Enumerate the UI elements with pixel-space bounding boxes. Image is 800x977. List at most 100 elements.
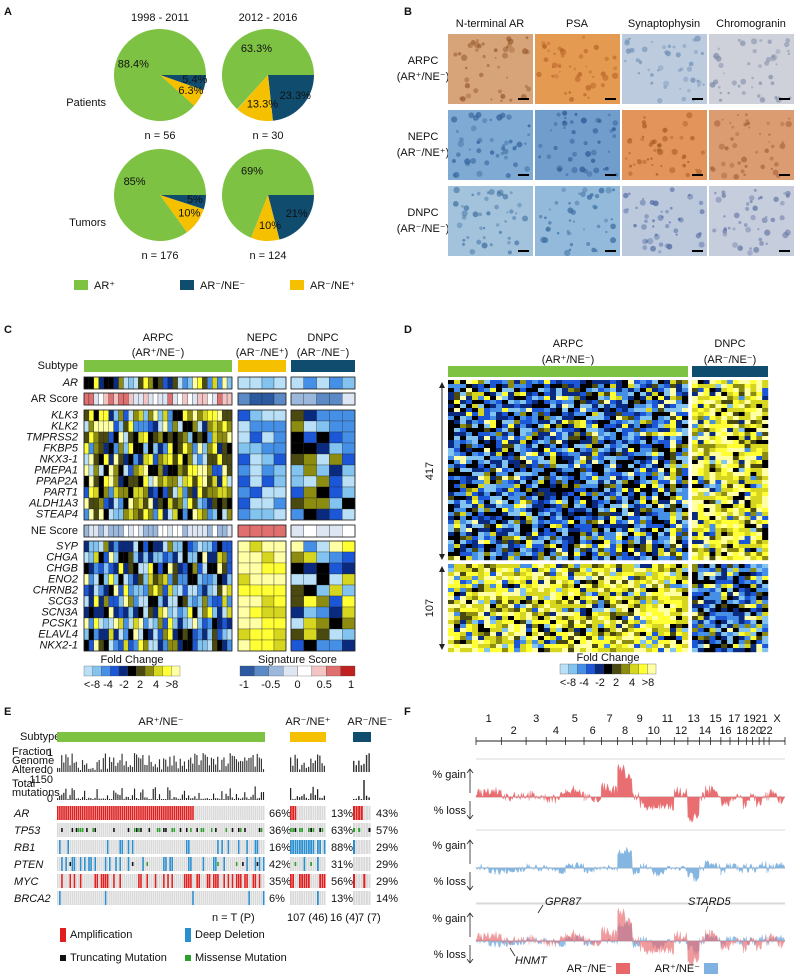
heatmap-cell — [652, 448, 658, 452]
heatmap-cell — [610, 452, 616, 456]
heatmap-cell — [478, 492, 484, 496]
heatmap-cell — [586, 596, 592, 600]
heatmap-cell — [562, 444, 568, 448]
heatmap-cell — [634, 520, 640, 524]
heatmap-cell — [682, 484, 688, 488]
heatmap-cell — [133, 585, 138, 596]
cell-texture — [587, 97, 589, 99]
heatmap-cell — [291, 563, 304, 574]
heatmap-cell — [89, 432, 94, 443]
heatmap-cell — [448, 420, 454, 424]
heatmap-cell — [762, 424, 768, 428]
heatmap-cell — [640, 636, 646, 640]
heatmap-cell — [634, 524, 640, 528]
heatmap-cell — [133, 465, 138, 476]
heatmap-cell — [163, 607, 168, 618]
heatmap-cell — [586, 408, 592, 412]
heatmap-cell — [317, 421, 330, 432]
heatmap-cell — [89, 421, 94, 432]
heatmap-cell — [676, 440, 682, 444]
heatmap-cell — [550, 392, 556, 396]
heatmap-cell — [710, 536, 716, 540]
heatmap-cell — [526, 404, 532, 408]
heatmap-cell — [598, 416, 604, 420]
heatmap-cell — [212, 607, 217, 618]
heatmap-cell — [329, 563, 342, 574]
heatmap-cell — [750, 408, 756, 412]
heatmap-cell — [183, 465, 188, 476]
heatmap-cell — [502, 412, 508, 416]
heatmap-cell — [538, 632, 544, 636]
heatmap-cell — [508, 396, 514, 400]
heatmap-cell — [733, 516, 739, 520]
heatmap-cell — [478, 640, 484, 644]
heatmap-cell — [580, 500, 586, 504]
heatmap-cell — [556, 432, 562, 436]
heatmap-cell — [646, 468, 652, 472]
heatmap-cell — [762, 508, 768, 512]
heatmap-cell — [704, 596, 710, 600]
heatmap-cell — [664, 576, 670, 580]
cell-texture — [457, 222, 463, 228]
heatmap-cell — [721, 504, 727, 508]
heatmap-cell — [153, 410, 158, 421]
heatmap-cell — [610, 520, 616, 524]
heatmap-cell — [646, 424, 652, 428]
heatmap-cell — [733, 432, 739, 436]
legend-tick: -1 — [239, 679, 249, 691]
heatmap-cell — [262, 607, 274, 618]
heatmap-cell — [640, 608, 646, 612]
heatmap-cell — [562, 492, 568, 496]
heatmap-cell — [532, 648, 538, 652]
heatmap-cell — [94, 465, 99, 476]
heatmap-cell — [733, 492, 739, 496]
heatmap-cell — [520, 624, 526, 628]
heatmap-cell — [750, 396, 756, 400]
heatmap-cell — [562, 380, 568, 384]
heatmap-cell — [544, 428, 550, 432]
heatmap-cell — [514, 540, 520, 544]
heatmap-cell — [556, 544, 562, 548]
heatmap-cell — [580, 512, 586, 516]
heatmap-cell — [676, 584, 682, 588]
heatmap-cell — [123, 525, 128, 537]
heatmap-cell — [478, 520, 484, 524]
heatmap-cell — [664, 468, 670, 472]
heatmap-cell — [178, 454, 183, 465]
heatmap-cell — [646, 480, 652, 484]
heatmap-cell — [676, 456, 682, 460]
heatmap-cell — [682, 388, 688, 392]
row-title: Tumors — [69, 217, 106, 229]
heatmap-cell — [622, 416, 628, 420]
heatmap-cell — [616, 400, 622, 404]
heatmap-cell — [544, 476, 550, 480]
heatmap-cell — [634, 592, 640, 596]
heatmap-cell — [520, 436, 526, 440]
heatmap-cell — [727, 572, 733, 576]
heatmap-cell — [580, 400, 586, 404]
heatmap-cell — [562, 564, 568, 568]
heatmap-cell — [532, 472, 538, 476]
heatmap-cell — [227, 596, 232, 607]
heatmap-cell — [538, 424, 544, 428]
heatmap-cell — [710, 444, 716, 448]
heatmap-cell — [592, 452, 598, 456]
heatmap-cell — [750, 500, 756, 504]
heatmap-cell — [550, 596, 556, 600]
heatmap-cell — [490, 556, 496, 560]
heatmap-cell — [526, 556, 532, 560]
heatmap-cell — [634, 568, 640, 572]
heatmap-cell — [478, 604, 484, 608]
cell-texture — [747, 250, 753, 256]
heatmap-cell — [104, 487, 109, 498]
heatmap-cell — [739, 404, 745, 408]
heatmap-cell — [592, 464, 598, 468]
cell-texture — [591, 150, 597, 156]
heatmap-cell — [119, 377, 124, 389]
heatmap-cell — [574, 412, 580, 416]
heatmap-cell — [568, 504, 574, 508]
heatmap-cell — [508, 392, 514, 396]
heatmap-cell — [592, 476, 598, 480]
heatmap-cell — [329, 585, 342, 596]
heatmap-cell — [610, 644, 616, 648]
